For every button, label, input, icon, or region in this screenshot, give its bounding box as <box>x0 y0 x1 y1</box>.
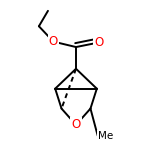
Text: Me: Me <box>98 131 113 141</box>
Text: O: O <box>71 118 81 131</box>
Text: O: O <box>49 35 58 48</box>
Text: O: O <box>94 36 103 49</box>
